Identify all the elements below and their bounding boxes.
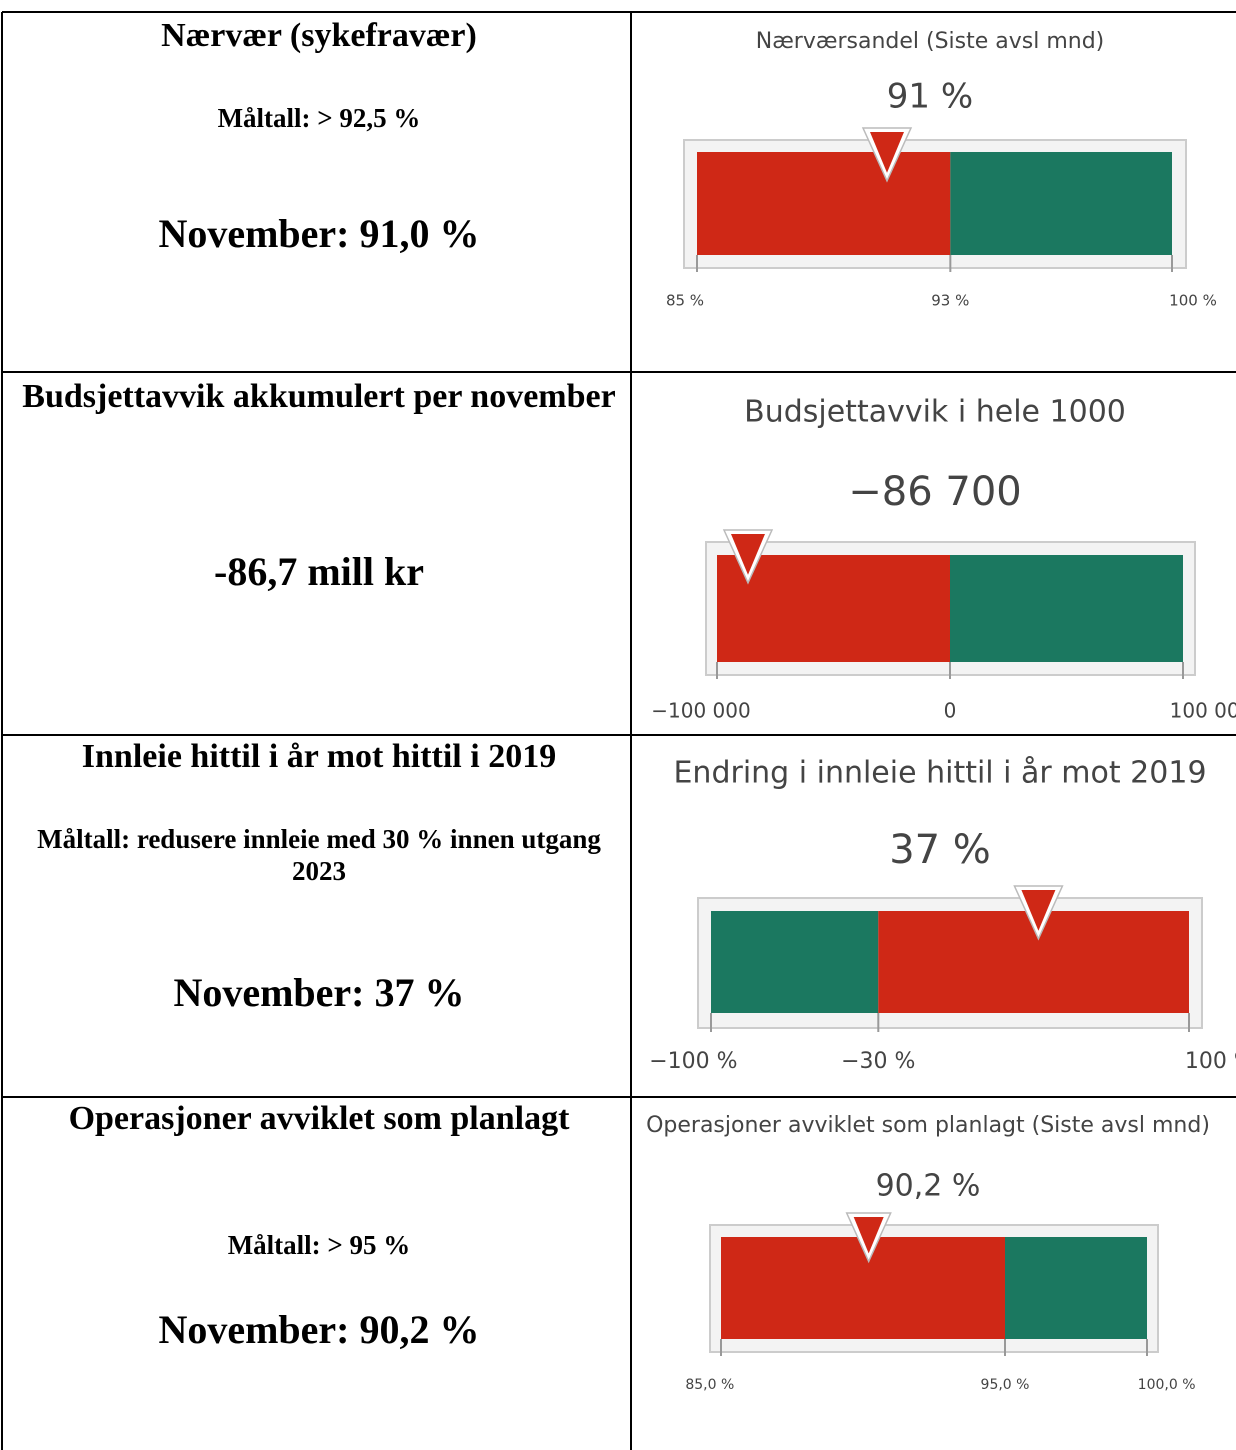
gauge-value: 37 % (889, 827, 991, 873)
gauge-title: Operasjoner avviklet som planlagt (Siste… (646, 1113, 1210, 1138)
tick-label: 95,0 % (981, 1377, 1030, 1393)
heading: Innleie hittil i år mot hittil i 2019 (81, 738, 557, 775)
result: -86,7 mill kr (214, 549, 424, 594)
tick-label: 85 % (666, 292, 704, 310)
target: Måltall: > 95 % (227, 1230, 411, 1260)
heading: Nærvær (sykefravær) (161, 17, 477, 54)
gauge-title: Nærværsandel (Siste avsl mnd) (756, 29, 1105, 54)
result: November: 37 % (173, 970, 465, 1015)
gauge-value: 91 % (887, 77, 973, 117)
gauge-segment (717, 555, 950, 662)
heading: Budsjettavvik akkumulert per november (22, 378, 616, 415)
gauge-title: Budsjettavvik i hele 1000 (744, 395, 1126, 430)
gauge-segment (697, 152, 951, 255)
result: November: 91,0 % (158, 211, 480, 256)
target: Måltall: > 92,5 % (217, 103, 421, 133)
tick-label: 0 (944, 699, 957, 723)
value-marker-inner (853, 1217, 884, 1254)
target: Måltall: redusere innleie med 30 % innen… (37, 824, 601, 887)
tick-label: 100 % (1185, 1049, 1236, 1074)
value-marker-inner (870, 132, 904, 173)
gauge-title: Endring i innleie hittil i år mot 2019 (673, 756, 1206, 791)
gauge-segment (950, 152, 1172, 255)
tick-label: 100,0 % (1138, 1377, 1196, 1393)
table-borders (1, 11, 1236, 1450)
gauge-segment (721, 1237, 1005, 1339)
tick-label: 100 % (1169, 292, 1217, 310)
tick-label: 100 000 (1170, 699, 1236, 723)
gauge-value: 90,2 % (876, 1169, 981, 1204)
tick-label: 85,0 % (685, 1377, 734, 1393)
tick-label: −100 % (649, 1049, 737, 1074)
tick-label: 93 % (931, 292, 969, 310)
heading: Operasjoner avviklet som planlagt (68, 1100, 570, 1137)
value-marker-inner (1021, 890, 1056, 931)
gauge-value: −86 700 (848, 469, 1021, 515)
gauge-segment (711, 911, 879, 1013)
gauge-segment (1005, 1237, 1147, 1339)
tick-label: −30 % (841, 1049, 915, 1074)
value-marker-inner (730, 534, 765, 575)
gauge-segment (950, 555, 1183, 662)
result: November: 90,2 % (158, 1307, 480, 1352)
tick-label: −100 000 (651, 699, 750, 723)
